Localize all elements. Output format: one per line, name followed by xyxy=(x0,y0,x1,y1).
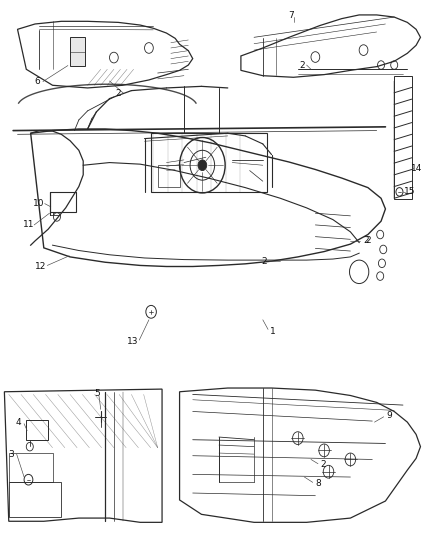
Text: 11: 11 xyxy=(23,221,34,229)
Bar xyxy=(70,37,85,66)
Text: 15: 15 xyxy=(404,188,415,196)
Text: 7: 7 xyxy=(288,12,294,20)
Bar xyxy=(394,76,412,199)
Text: 6: 6 xyxy=(34,77,40,86)
Text: 1: 1 xyxy=(269,327,276,336)
Bar xyxy=(26,420,48,440)
Text: 2: 2 xyxy=(116,89,121,98)
Text: 2: 2 xyxy=(363,237,368,245)
Text: 4: 4 xyxy=(16,418,21,426)
Bar xyxy=(151,133,267,192)
Text: 9: 9 xyxy=(386,411,392,420)
Text: 10: 10 xyxy=(33,199,44,208)
Circle shape xyxy=(198,160,207,171)
Bar xyxy=(9,482,61,517)
Text: 2: 2 xyxy=(321,461,326,469)
Text: 2: 2 xyxy=(365,237,371,245)
Bar xyxy=(9,453,53,482)
Text: 12: 12 xyxy=(35,262,46,271)
Bar xyxy=(50,192,76,212)
Text: 3: 3 xyxy=(8,450,14,458)
Text: 14: 14 xyxy=(411,164,423,173)
Text: 5: 5 xyxy=(94,389,100,398)
Text: 8: 8 xyxy=(315,480,321,488)
Text: 13: 13 xyxy=(127,337,139,345)
Bar xyxy=(158,165,180,187)
Text: 2: 2 xyxy=(300,61,305,69)
Text: 2: 2 xyxy=(261,257,266,265)
